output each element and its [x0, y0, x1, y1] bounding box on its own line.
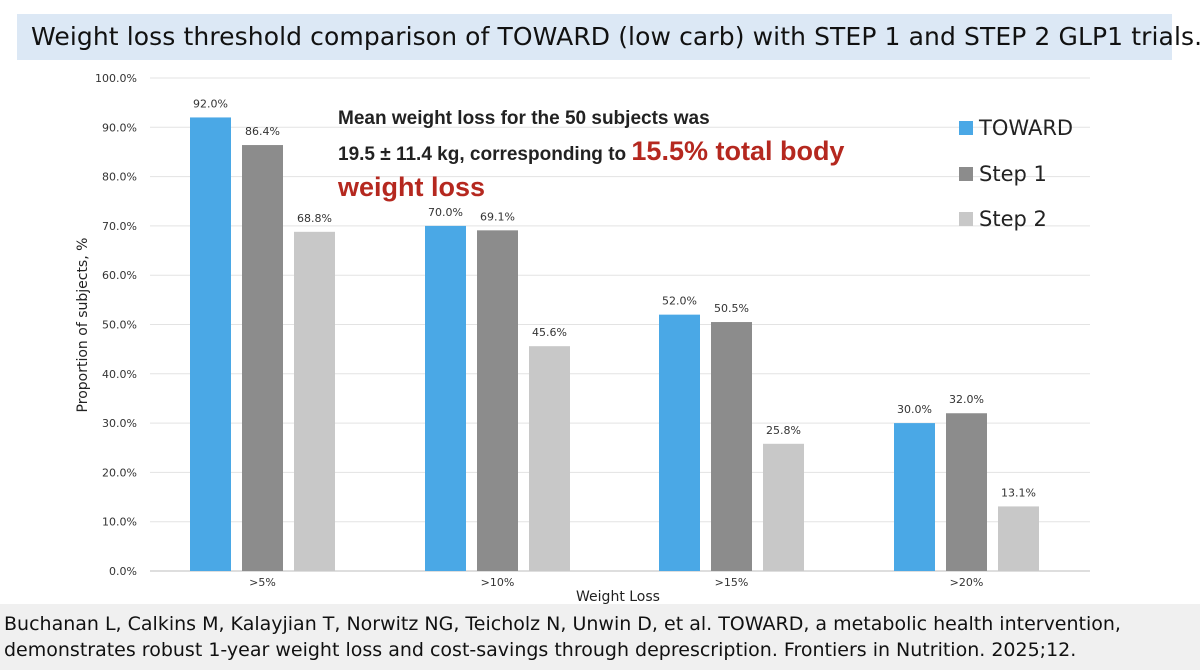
- annotation-line-3: weight loss: [338, 171, 938, 207]
- legend-label: Step 2: [979, 207, 1047, 231]
- bar-chart: 0.0% 10.0% 20.0% 30.0% 40.0% 50.0% 60.0% 70.0% 8…: [75, 72, 1090, 604]
- y-tick-label: 80.0%: [102, 171, 137, 184]
- y-tick-label: 70.0%: [102, 220, 137, 233]
- legend-swatch: [959, 121, 973, 135]
- x-category-label: >5%: [249, 576, 276, 589]
- data-label: 52.0%: [662, 295, 697, 308]
- annotation-highlight-1: 15.5% total body: [631, 136, 845, 166]
- legend-label: TOWARD: [978, 116, 1073, 140]
- page-title: Weight loss threshold comparison of TOWA…: [31, 22, 1200, 51]
- y-axis-title: Proportion of subjects, %: [75, 238, 91, 413]
- bar-toward-3: [659, 314, 700, 571]
- data-label: 32.0%: [949, 393, 984, 406]
- bar-step-1-4: [946, 413, 987, 571]
- bar-step-2-1: [294, 231, 335, 572]
- annotation-highlight-2: weight loss: [338, 172, 486, 202]
- x-axis-categories: >5% >10% >15% >20%: [249, 576, 983, 589]
- bar-step-1-2: [477, 230, 518, 571]
- citation-text: Buchanan L, Calkins M, Kalayjian T, Norw…: [4, 613, 1121, 661]
- bar-toward-1: [190, 117, 231, 571]
- y-tick-label: 20.0%: [102, 466, 137, 479]
- legend: TOWARD Step 1 Step 2: [959, 116, 1073, 231]
- x-category-label: >10%: [481, 576, 515, 589]
- bar-step-1-1: [242, 145, 283, 571]
- data-label: 68.8%: [297, 212, 332, 225]
- data-labels: 92.0% 86.4% 68.8% 70.0% 69.1% 45.6% 52.0% 50.5%…: [193, 97, 1036, 499]
- data-label: 70.0%: [428, 206, 463, 219]
- title-banner: Weight loss threshold comparison of TOWA…: [17, 14, 1200, 60]
- data-label: 13.1%: [1001, 486, 1036, 499]
- legend-item: Step 2: [959, 207, 1047, 231]
- legend-swatch: [959, 167, 973, 181]
- bar-step-1-3: [711, 322, 752, 571]
- annotation-line-2-prefix: 19.5 ± 11.4 kg, corresponding to: [338, 144, 632, 165]
- y-tick-label: 50.0%: [102, 319, 137, 332]
- y-tick-label: 60.0%: [102, 269, 137, 282]
- bar-toward-2: [425, 225, 466, 571]
- y-tick-label: 90.0%: [102, 121, 137, 134]
- y-axis-ticks: 0.0% 10.0% 20.0% 30.0% 40.0% 50.0% 60.0% 70.0% 8…: [95, 72, 137, 578]
- data-label: 30.0%: [897, 403, 932, 416]
- legend-item: TOWARD: [959, 116, 1073, 140]
- x-category-label: >20%: [950, 576, 984, 589]
- legend-swatch: [959, 212, 973, 226]
- annotation-line-1: Mean weight loss for the 50 subjects was: [338, 108, 710, 129]
- citation-footer: Buchanan L, Calkins M, Kalayjian T, Norw…: [0, 604, 1200, 670]
- y-tick-label: 30.0%: [102, 417, 137, 430]
- x-axis-title: Weight Loss: [576, 589, 660, 604]
- data-label: 86.4%: [245, 125, 280, 138]
- data-label: 45.6%: [532, 326, 567, 339]
- data-label: 69.1%: [480, 210, 515, 223]
- y-tick-label: 10.0%: [102, 516, 137, 529]
- legend-label: Step 1: [979, 162, 1047, 186]
- data-label: 25.8%: [766, 424, 801, 437]
- y-tick-label: 0.0%: [109, 565, 137, 578]
- legend-item: Step 1: [959, 162, 1047, 186]
- bar-step-2-2: [529, 346, 570, 571]
- data-label: 92.0%: [193, 97, 228, 110]
- bar-step-2-4: [998, 506, 1039, 571]
- annotation-line-2: 19.5 ± 11.4 kg, corresponding to 15.5% t…: [338, 135, 938, 171]
- bar-toward-4: [894, 423, 935, 571]
- data-label: 50.5%: [714, 302, 749, 315]
- bars: [190, 117, 1039, 572]
- y-tick-label: 100.0%: [95, 72, 137, 85]
- annotation-box: Mean weight loss for the 50 subjects was…: [338, 103, 938, 207]
- y-tick-label: 40.0%: [102, 368, 137, 381]
- bar-step-2-3: [763, 443, 804, 571]
- x-category-label: >15%: [715, 576, 749, 589]
